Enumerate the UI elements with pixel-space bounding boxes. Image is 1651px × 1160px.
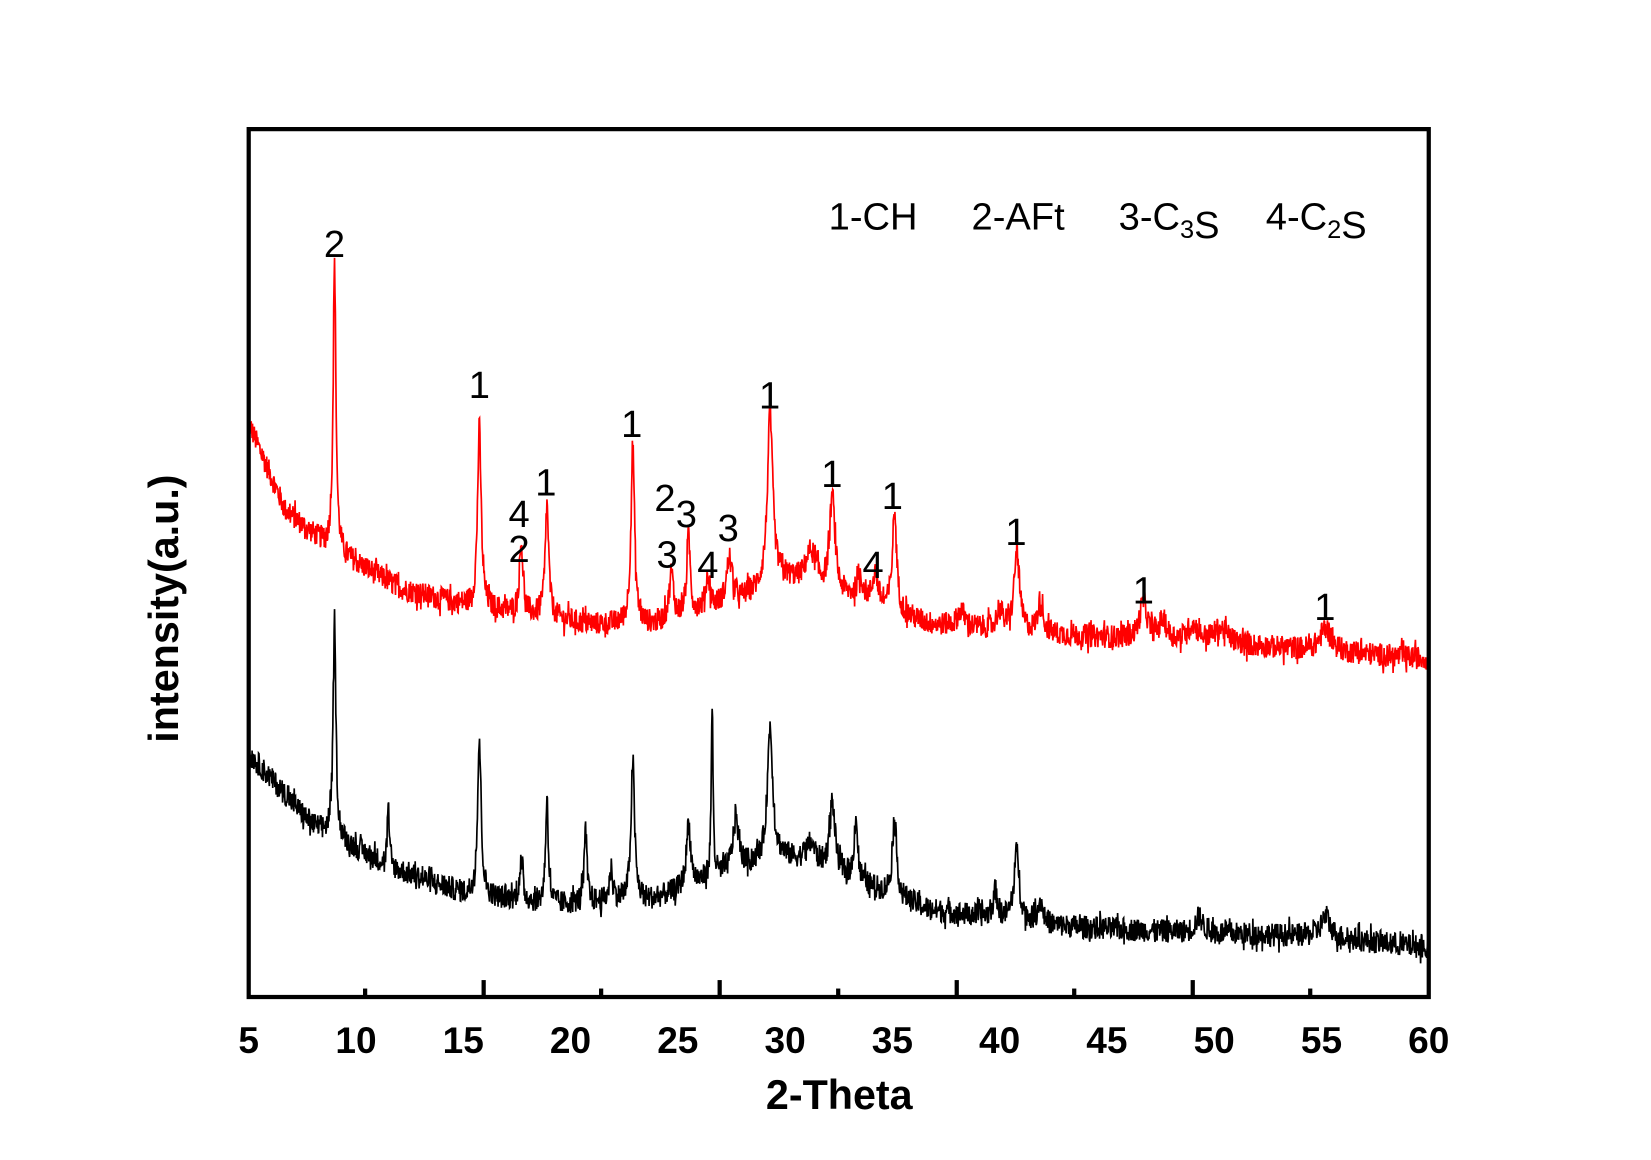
peak-label: 1	[1005, 512, 1026, 554]
x-tick-label: 35	[872, 1019, 913, 1061]
peak-label: 3	[718, 508, 739, 550]
x-tick-label: 25	[657, 1019, 698, 1061]
x-tick-label: 5	[238, 1019, 259, 1061]
legend-item-1: 1-CH	[829, 197, 918, 239]
peak-label: 4	[862, 545, 883, 587]
peak-label: 1	[469, 365, 490, 407]
legend-item-4: 4-C2S	[1266, 197, 1367, 247]
x-tick-label: 10	[335, 1019, 376, 1061]
peak-label: 1	[1133, 570, 1154, 612]
peak-label: 1	[759, 376, 780, 418]
peak-label: 3	[656, 534, 677, 576]
x-tick-label: 55	[1301, 1019, 1342, 1061]
peak-label: 1	[821, 454, 842, 496]
x-tick-label: 40	[979, 1019, 1020, 1061]
x-tick-label: 30	[764, 1019, 805, 1061]
x-tick-label: 20	[550, 1019, 591, 1061]
legend: 1-CH 2-AFt 3-C3S 4-C2S	[829, 197, 1367, 247]
x-tick-label: 60	[1408, 1019, 1449, 1061]
series-layer	[247, 257, 1430, 964]
peak-label: 1	[882, 476, 903, 518]
x-tick-label: 50	[1194, 1019, 1235, 1061]
peak-label: 1	[1314, 587, 1335, 629]
series-line-1	[247, 609, 1430, 964]
peak-label: 3	[676, 494, 697, 536]
x-axis-title: 2-Theta	[766, 1072, 914, 1118]
x-axis-ticks	[363, 980, 1313, 998]
x-tick-label: 15	[443, 1019, 484, 1061]
peak-label: 4	[508, 494, 529, 536]
x-tick-label: 45	[1086, 1019, 1127, 1061]
peak-label: 1	[621, 404, 642, 446]
peak-label: 4	[697, 545, 718, 587]
peak-label: 1	[535, 462, 556, 504]
legend-item-2: 2-AFt	[972, 197, 1066, 239]
peak-label: 2	[654, 478, 675, 520]
x-tick-labels: 5 10 15 20 25 30 35 40 45 50 55 60	[238, 1019, 1449, 1061]
y-axis-title: intensity(a.u.)	[141, 474, 187, 742]
legend-item-3: 3-C3S	[1119, 197, 1220, 247]
peak-label: 2	[508, 529, 529, 571]
series-line-0	[247, 257, 1430, 674]
peak-label: 2	[324, 224, 345, 266]
